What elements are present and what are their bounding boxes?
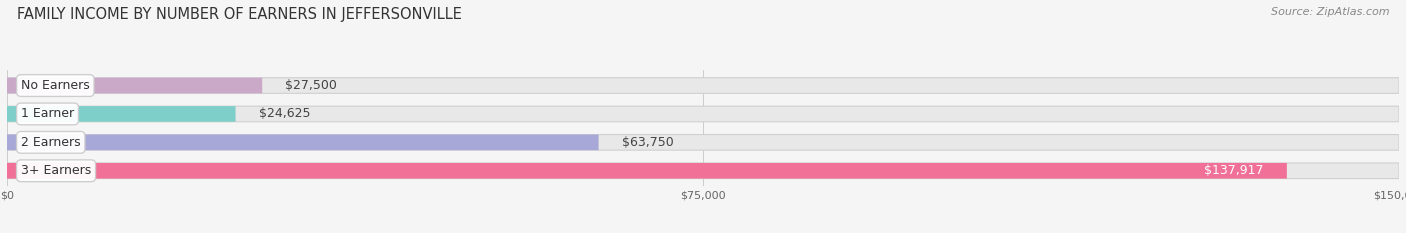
Text: 2 Earners: 2 Earners bbox=[21, 136, 80, 149]
Text: $137,917: $137,917 bbox=[1204, 164, 1264, 177]
FancyBboxPatch shape bbox=[7, 78, 262, 93]
FancyBboxPatch shape bbox=[7, 106, 236, 122]
FancyBboxPatch shape bbox=[7, 134, 1399, 150]
FancyBboxPatch shape bbox=[7, 78, 1399, 93]
Text: $24,625: $24,625 bbox=[259, 107, 311, 120]
Text: 1 Earner: 1 Earner bbox=[21, 107, 75, 120]
FancyBboxPatch shape bbox=[7, 134, 599, 150]
Text: FAMILY INCOME BY NUMBER OF EARNERS IN JEFFERSONVILLE: FAMILY INCOME BY NUMBER OF EARNERS IN JE… bbox=[17, 7, 461, 22]
Text: Source: ZipAtlas.com: Source: ZipAtlas.com bbox=[1271, 7, 1389, 17]
Text: $27,500: $27,500 bbox=[285, 79, 337, 92]
FancyBboxPatch shape bbox=[7, 163, 1399, 178]
Text: $63,750: $63,750 bbox=[621, 136, 673, 149]
FancyBboxPatch shape bbox=[7, 163, 1286, 178]
Text: 3+ Earners: 3+ Earners bbox=[21, 164, 91, 177]
Text: No Earners: No Earners bbox=[21, 79, 90, 92]
FancyBboxPatch shape bbox=[7, 106, 1399, 122]
